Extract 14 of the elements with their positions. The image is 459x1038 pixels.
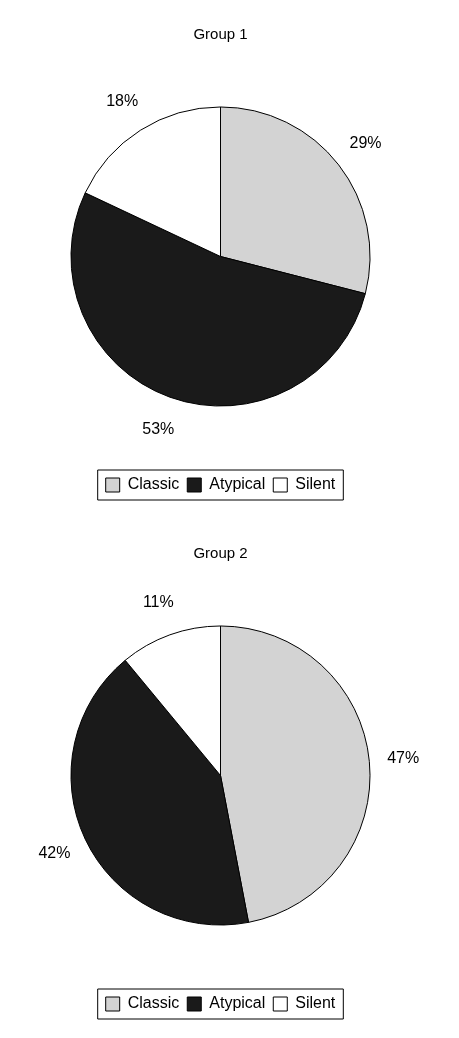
data-label: 18% [106,91,139,109]
chart-title: Group 1 [193,25,248,43]
legend-label: Silent [295,994,336,1012]
legend-label: Silent [295,475,336,493]
data-label: 11% [142,593,174,611]
data-label: 47% [387,748,420,766]
legend-label: Atypical [209,475,266,493]
data-label: 42% [38,844,71,862]
legend-label: Classic [127,994,180,1012]
chart-title: Group 2 [193,544,248,562]
data-label: 53% [142,419,175,437]
legend-label: Atypical [209,994,266,1012]
legend-label: Classic [127,475,180,493]
data-label: 29% [349,134,382,152]
